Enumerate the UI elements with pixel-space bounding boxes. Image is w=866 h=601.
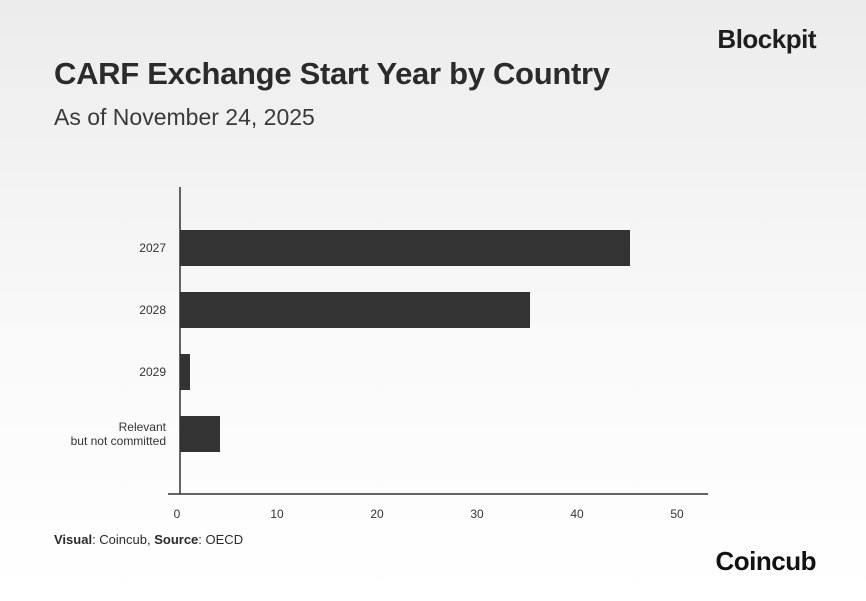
x-tick-label-5: 50	[670, 507, 684, 521]
category-label-line: but not committed	[71, 434, 166, 448]
chart-subtitle: As of November 24, 2025	[54, 104, 315, 130]
x-tick-label-2: 20	[370, 507, 384, 521]
source-label: Source	[154, 532, 199, 547]
category-label-line: 2027	[139, 241, 166, 255]
coincub-logo: Coincub	[715, 546, 817, 576]
source-caption: Visual: Coincub, Source: OECD	[54, 532, 243, 547]
x-tick-label-4: 40	[570, 507, 584, 521]
category-label-2: 2029	[139, 365, 166, 379]
category-label-line: 2028	[139, 303, 166, 317]
x-tick-label-1: 10	[270, 507, 284, 521]
category-label-line: 2029	[139, 365, 166, 379]
x-tick-label-0: 0	[174, 507, 181, 521]
source-value: : OECD	[198, 532, 244, 547]
visual-value: : Coincub,	[92, 532, 155, 547]
category-label-1: 2028	[139, 303, 166, 317]
category-label-0: 2027	[139, 241, 166, 255]
chart-title: CARF Exchange Start Year by Country	[54, 56, 610, 91]
bar-1	[180, 292, 530, 328]
x-tick-label-3: 30	[470, 507, 484, 521]
category-label-line: Relevant	[119, 420, 167, 434]
bar-2	[180, 354, 190, 390]
category-label-3: Relevant but not committed	[71, 420, 167, 448]
bar-3	[180, 416, 220, 452]
visual-label: Visual	[54, 532, 93, 547]
blockpit-logo: Blockpit	[717, 24, 816, 54]
bar-0	[180, 230, 630, 266]
